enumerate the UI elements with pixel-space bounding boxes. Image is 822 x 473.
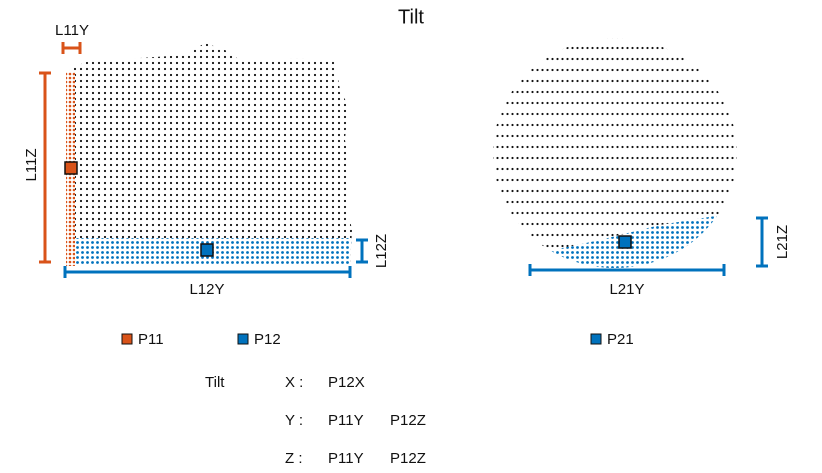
mapping-axis: X : (285, 374, 303, 391)
point-cloud-left (66, 43, 352, 266)
dim-label: L21Z (774, 225, 791, 259)
mapping-title: Tilt (205, 374, 225, 391)
legend-swatch (590, 333, 602, 345)
mapping-table: Tilt X : P12X Y : P11Y P12Z Z : P11Y P12Z (205, 374, 426, 467)
point-cloud-right (493, 38, 737, 268)
dim-label: L12Y (189, 281, 224, 298)
legend-label: P11 (138, 331, 164, 348)
point-marker (64, 161, 78, 175)
dim-label: L11Z (23, 148, 40, 181)
dimension-lines-orange (39, 42, 82, 264)
point-marker (200, 243, 214, 257)
mapping-item: P11Y (328, 412, 364, 429)
mapping-item: P12Z (390, 450, 426, 467)
dim-label: L21Y (609, 281, 644, 298)
point-marker (618, 235, 632, 249)
mapping-item: P12X (328, 374, 365, 391)
dimension-lines-blue (63, 216, 768, 278)
dim-label: L12Z (373, 234, 390, 268)
legend-label: P12 (254, 331, 281, 348)
mapping-item: P11Y (328, 450, 364, 467)
mapping-axis: Y : (285, 412, 303, 429)
legend-swatch (237, 333, 249, 345)
mapping-axis: Z : (285, 450, 303, 467)
mapping-item: P12Z (390, 412, 426, 429)
title: Tilt (398, 6, 424, 28)
dim-label: L11Y (55, 22, 89, 39)
legend-label: P21 (607, 331, 634, 348)
legend-swatch (121, 333, 133, 345)
